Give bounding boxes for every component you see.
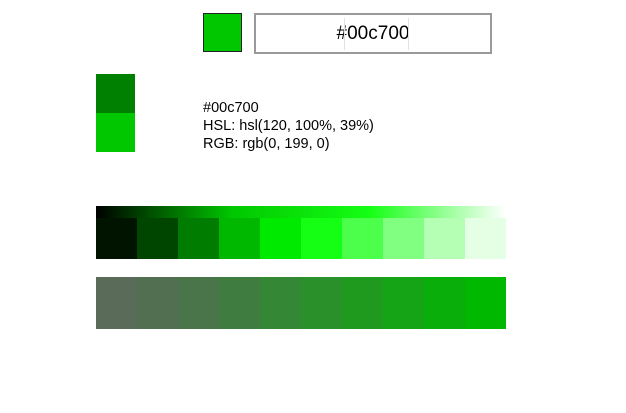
saturation-swatch[interactable] [219,277,260,329]
saturation-scale [96,277,506,329]
compare-swatch-top[interactable] [96,74,135,113]
hex-input-value: #00c700 [336,17,410,50]
saturation-swatch[interactable] [137,277,178,329]
lightness-swatch[interactable] [260,218,301,259]
lightness-swatch[interactable] [219,218,260,259]
saturation-swatch[interactable] [465,277,506,329]
lightness-swatch[interactable] [465,218,506,259]
lightness-swatch[interactable] [301,218,342,259]
lightness-swatch[interactable] [383,218,424,259]
compare-swatch-bottom[interactable] [96,113,135,152]
lightness-swatch[interactable] [137,218,178,259]
lightness-swatch[interactable] [96,218,137,259]
saturation-swatch[interactable] [424,277,465,329]
color-compare-stack [96,74,135,152]
color-info-panel: #00c700 HSL: hsl(120, 100%, 39%) RGB: rg… [203,99,374,153]
lightness-scale [96,206,506,259]
saturation-swatch[interactable] [260,277,301,329]
lightness-swatch[interactable] [342,218,383,259]
info-hsl: HSL: hsl(120, 100%, 39%) [203,118,374,134]
saturation-swatch[interactable] [383,277,424,329]
saturation-swatch[interactable] [96,277,137,329]
saturation-swatches [96,277,506,329]
saturation-swatch[interactable] [178,277,219,329]
saturation-swatch[interactable] [301,277,342,329]
saturation-swatch[interactable] [342,277,383,329]
lightness-swatches [96,218,506,259]
current-color-swatch [203,13,242,52]
lightness-gradient-bar [96,206,506,218]
lightness-swatch[interactable] [178,218,219,259]
lightness-swatch[interactable] [424,218,465,259]
info-rgb: RGB: rgb(0, 199, 0) [203,136,330,152]
hex-color-input[interactable]: #00c700 [254,13,492,54]
info-hex: #00c700 [203,100,259,116]
